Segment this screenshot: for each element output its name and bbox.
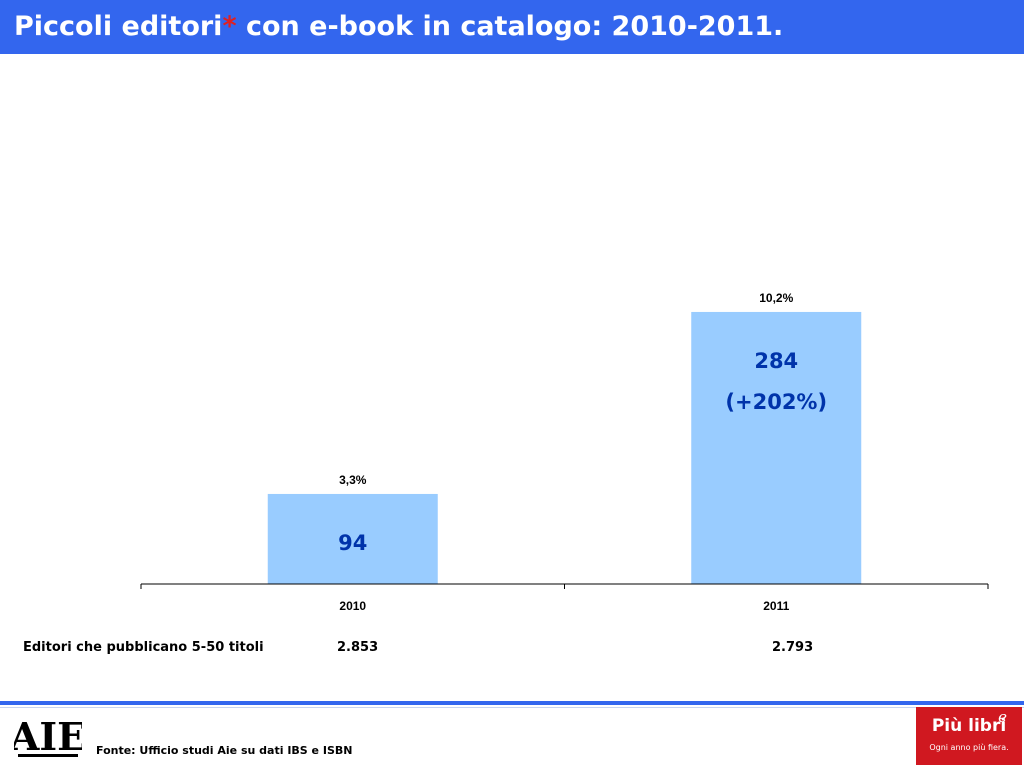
editori-row-label: Editori che pubblicano 5-50 titoli [23, 640, 264, 655]
x-tick-label-2011: 2011 [763, 599, 789, 613]
footer-divider [0, 701, 1024, 705]
page-title: Piccoli editori* con e-book in catalogo:… [14, 9, 783, 45]
editori-value-2010: 2.853 [337, 640, 379, 655]
piu-libri-logo: e Più libri Ogni anno più fiera. [916, 707, 1022, 765]
bar-2010 [267, 493, 438, 584]
value-label-2010: 94 [338, 531, 367, 555]
aie-logo-text: AIE [14, 714, 82, 759]
source-note: Fonte: Ufficio studi Aie su dati IBS e I… [96, 744, 353, 757]
title-main: Piccoli editori [14, 11, 223, 42]
x-tick-label-2010: 2010 [339, 599, 366, 613]
header-bar: Piccoli editori* con e-book in catalogo:… [0, 0, 1024, 54]
percent-label-2011: 10,2% [759, 291, 793, 305]
footer-divider-thin [0, 707, 1024, 708]
percent-label-2010: 3,3% [339, 473, 367, 487]
editori-value-2011: 2.793 [772, 640, 814, 655]
bar-chart: 3,3% 94 2010 10,2% 284 (+202%) 2011 [140, 291, 989, 613]
title-asterisk: * [222, 11, 237, 42]
value-label-2011: 284 [754, 349, 798, 373]
piu-libri-logo-e: e [998, 708, 1007, 726]
piu-libri-logo-text: Più libri [931, 716, 1007, 736]
piu-libri-tagline: Ogni anno più fiera. [929, 743, 1009, 752]
bar-2011 [691, 311, 862, 584]
aie-logo: AIE [14, 714, 82, 759]
title-rest: con e-book in catalogo: 2010-2011. [236, 11, 784, 42]
change-label-2011: (+202%) [725, 390, 827, 414]
